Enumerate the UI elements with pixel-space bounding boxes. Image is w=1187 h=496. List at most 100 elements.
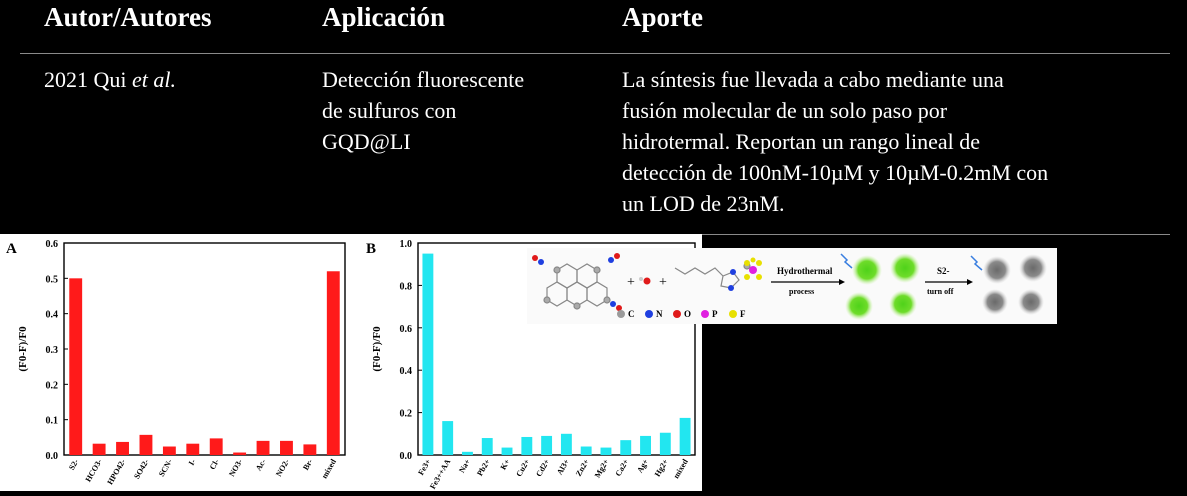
- x-tick-label: mixed: [672, 457, 691, 480]
- header-contribution: Aporte: [622, 2, 703, 32]
- y-tick-label: 1.0: [400, 239, 413, 250]
- bar: [659, 432, 671, 455]
- bar: [462, 451, 473, 455]
- x-tick-label: Na+: [457, 457, 472, 474]
- y-axis-label: (F0-F)/F0: [17, 326, 29, 372]
- bar: [580, 446, 592, 455]
- step2-sub: turn off: [927, 287, 954, 296]
- y-tick-label: 0.8: [400, 281, 413, 292]
- step1-label: Hydrothermal: [777, 266, 833, 276]
- plus-sign-1: +: [627, 275, 635, 290]
- bar: [116, 441, 129, 455]
- bar: [640, 435, 651, 455]
- x-tick-label: Fe3+: [416, 457, 433, 477]
- bar: [303, 444, 317, 455]
- atom-legend: C N O P F: [617, 309, 746, 319]
- light-bolt-icon: [840, 253, 853, 269]
- bar: [209, 438, 223, 455]
- application-line: de sulfuros con: [322, 98, 457, 123]
- contribution-line: un LOD de 23nM.: [622, 191, 785, 216]
- y-tick-label: 0.4: [400, 366, 413, 377]
- light-bolt-icon: [970, 255, 983, 271]
- y-tick-label: 0.2: [46, 380, 59, 391]
- bar: [69, 278, 83, 455]
- bar: [442, 421, 454, 455]
- header-divider: [20, 53, 1170, 54]
- x-tick-label: Al3+: [555, 457, 571, 476]
- bar: [481, 438, 493, 455]
- ionic-liquid-molecule-icon: [674, 262, 751, 291]
- panel-label: A: [6, 241, 17, 257]
- plot-frame: [63, 242, 346, 456]
- fluorescent-gqd-dots: [845, 253, 920, 320]
- bar: [233, 452, 247, 455]
- header-author: Autor/Autores: [44, 2, 212, 32]
- water-molecule-icon: [639, 277, 651, 285]
- y-tick-label: 0.0: [46, 451, 59, 462]
- y-tick-label: 0.6: [46, 239, 59, 250]
- panel-label: B: [366, 241, 376, 257]
- y-tick-label: 0.5: [46, 274, 59, 285]
- y-axis-label: (F0-F)/F0: [371, 326, 383, 372]
- x-tick-label: NO3-: [227, 457, 244, 478]
- application-line: GQD@LI: [322, 129, 411, 154]
- y-tick-label: 0.4: [46, 310, 59, 321]
- legend-o: O: [684, 309, 691, 319]
- bar: [521, 436, 533, 455]
- bar: [186, 443, 200, 455]
- y-tick-label: 0.3: [46, 345, 59, 356]
- contribution-line: hidrotermal. Reportan un rango lineal de: [622, 129, 980, 154]
- bar: [280, 440, 293, 455]
- bar: [679, 417, 691, 455]
- bar: [162, 446, 176, 455]
- contribution-line: La síntesis fue llevada a cabo mediante …: [622, 67, 1004, 92]
- x-tick-label: HCO3-: [84, 457, 104, 483]
- bar: [560, 433, 572, 455]
- bar: [326, 271, 340, 455]
- cell-contribution: La síntesis fue llevada a cabo mediante …: [622, 64, 1048, 219]
- contribution-line: detección de 100nM-10µM y 10µM-0.2mM con: [622, 160, 1049, 185]
- legend-f: F: [740, 309, 746, 319]
- x-tick-label: Zn2+: [574, 457, 591, 478]
- x-tick-label: Ac-: [254, 457, 268, 472]
- y-tick-label: 0.2: [400, 409, 413, 420]
- cell-author: 2021 Qui et al.: [44, 64, 176, 95]
- y-tick-label: 0.1: [46, 416, 59, 427]
- x-tick-label: Mg2+: [593, 457, 611, 479]
- legend-p: P: [712, 309, 718, 319]
- x-tick-label: Ca2+: [614, 457, 631, 478]
- application-line: Detección fluorescente: [322, 67, 525, 92]
- x-tick-label: Br-: [301, 457, 315, 472]
- bar: [92, 443, 106, 455]
- bar: [501, 447, 513, 455]
- x-tick-label: Cd2+: [534, 457, 551, 478]
- x-tick-label: Cl-: [208, 457, 221, 471]
- bar: [422, 253, 434, 455]
- bar: [600, 447, 612, 455]
- plus-sign-2: +: [659, 275, 667, 290]
- x-tick-label: Hg2+: [653, 457, 670, 478]
- precursor-molecule-icon: [532, 253, 622, 311]
- quenched-gqd-dots: [982, 254, 1047, 315]
- step1-sub: process: [789, 287, 814, 296]
- bar: [139, 434, 153, 455]
- y-tick-label: 0.0: [400, 451, 413, 462]
- step2-label: S2-: [937, 266, 950, 276]
- cell-application: Detección fluorescente de sulfuros con G…: [322, 64, 524, 157]
- y-tick-label: 0.6: [400, 324, 413, 335]
- x-tick-label: mixed: [320, 457, 339, 480]
- x-tick-label: HPO42-: [105, 457, 127, 486]
- synthesis-scheme: + + C N O P F Hydrothermal p: [527, 248, 1057, 324]
- x-tick-label: I-: [187, 457, 198, 467]
- pf6-anion-icon: [744, 257, 762, 280]
- x-tick-label: Pb2+: [475, 457, 492, 477]
- x-tick-label: SCN-: [157, 457, 174, 478]
- x-tick-label: S2-: [67, 457, 81, 471]
- bar: [541, 435, 553, 455]
- author-etal: et al.: [132, 67, 176, 92]
- scheme-svg: + + C N O P F Hydrothermal p: [532, 253, 1047, 320]
- plot-frame: [417, 242, 696, 456]
- legend-c: C: [628, 309, 635, 319]
- x-tick-label: NO2-: [274, 457, 291, 478]
